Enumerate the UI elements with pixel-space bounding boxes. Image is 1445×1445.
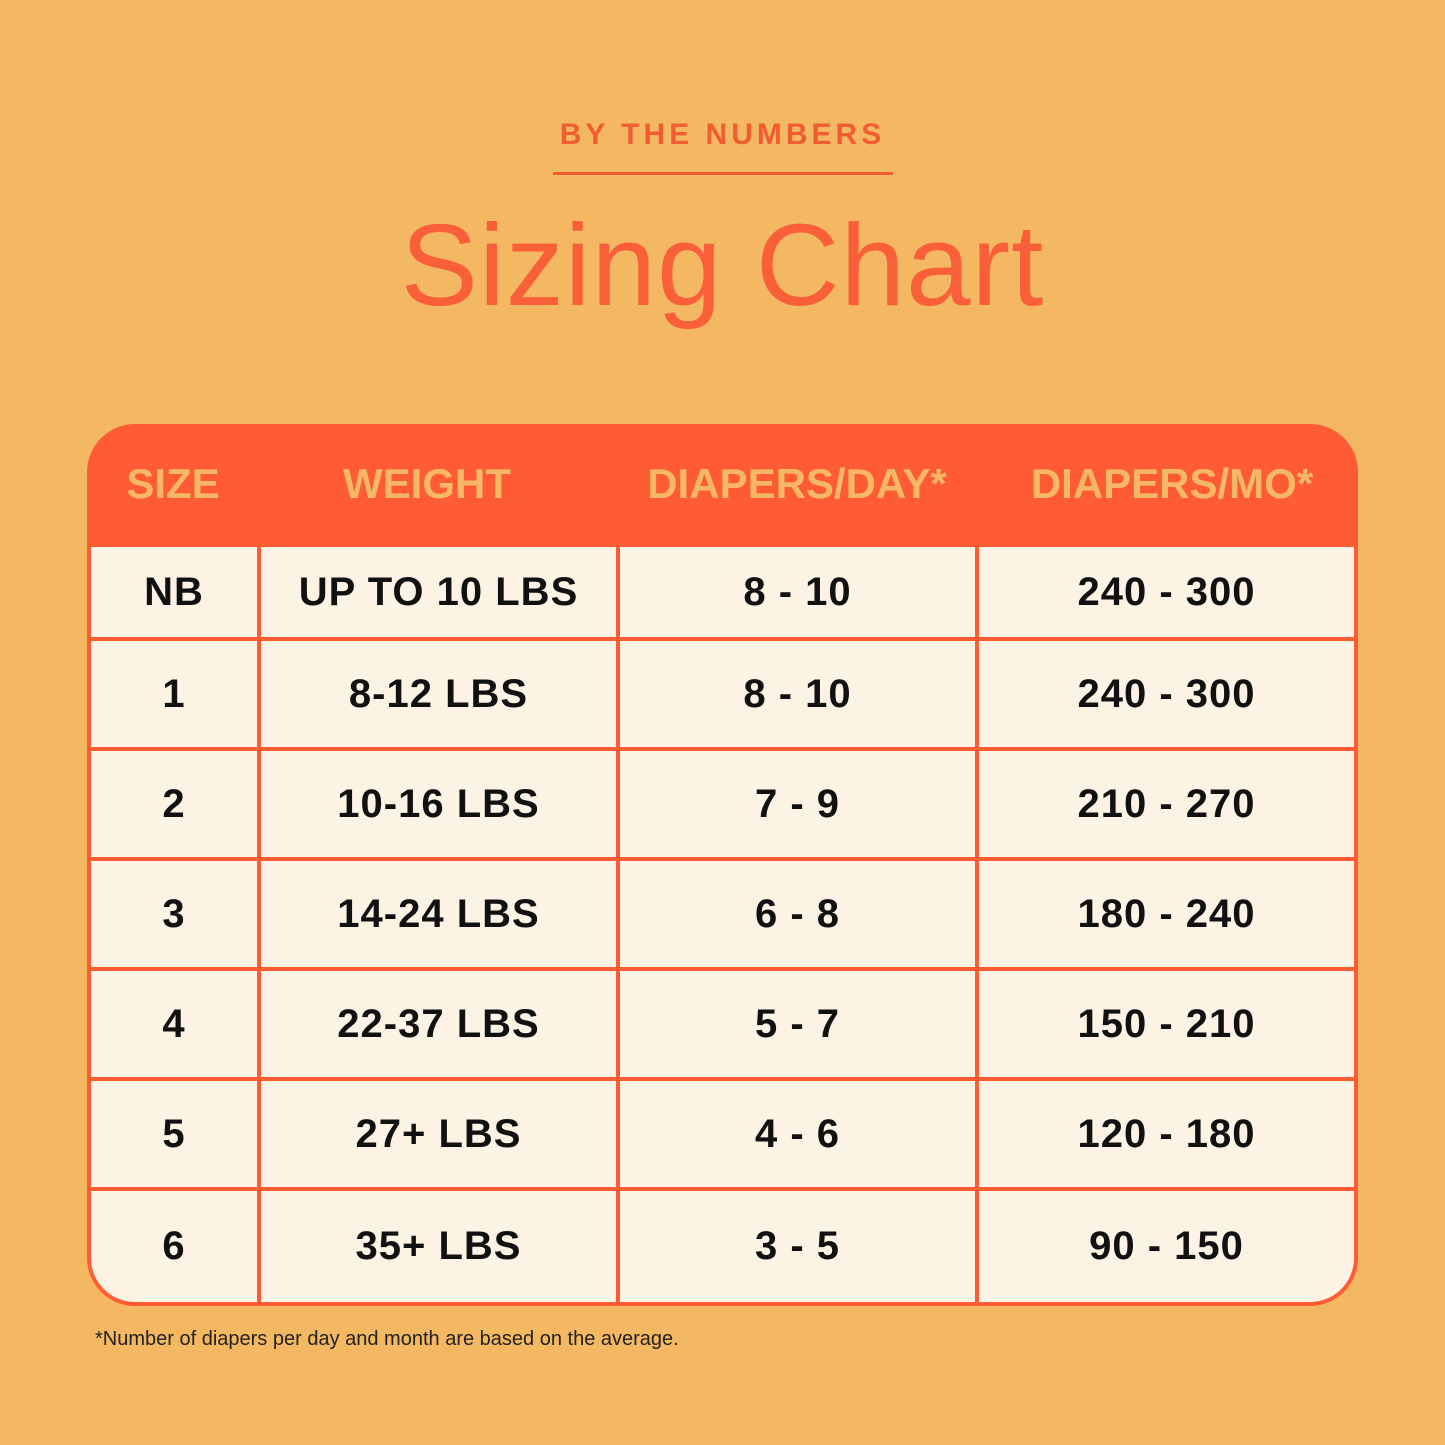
table-cell: 8 - 10: [620, 547, 975, 637]
table-cell: 6: [91, 1191, 257, 1302]
table-cell: UP TO 10 LBS: [261, 547, 616, 637]
table-cell: 90 - 150: [979, 1191, 1354, 1302]
table-header: SIZE WEIGHT DIAPERS/DAY* DIAPERS/MO*: [87, 424, 1358, 543]
table-cell: 180 - 240: [979, 861, 1354, 967]
eyebrow-underline: [553, 172, 893, 175]
eyebrow-label: BY THE NUMBERS: [559, 118, 886, 151]
table-cell: 240 - 300: [979, 641, 1354, 747]
table-cell: 7 - 9: [620, 751, 975, 857]
column-header: WEIGHT: [343, 460, 511, 507]
table-cell: 240 - 300: [979, 547, 1354, 637]
table-cell: 6 - 8: [620, 861, 975, 967]
column-header: SIZE: [126, 460, 220, 507]
table-cell: 1: [91, 641, 257, 747]
column-header: DIAPERS/MO*: [1030, 460, 1314, 507]
table-cell: 8-12 LBS: [261, 641, 616, 747]
table-cell: 120 - 180: [979, 1081, 1354, 1187]
table-cell: 3 - 5: [620, 1191, 975, 1302]
table-cell: 210 - 270: [979, 751, 1354, 857]
table-cell: 5: [91, 1081, 257, 1187]
table-cell: 10-16 LBS: [261, 751, 616, 857]
table-cell: 4: [91, 971, 257, 1077]
table-cell: 4 - 6: [620, 1081, 975, 1187]
table-cell: 150 - 210: [979, 971, 1354, 1077]
sizing-table: SIZE WEIGHT DIAPERS/DAY* DIAPERS/MO* NB UP T…: [87, 424, 1358, 1306]
table-cell: 14-24 LBS: [261, 861, 616, 967]
table-cell: 8 - 10: [620, 641, 975, 747]
page-title: Sizing Chart: [400, 200, 1045, 330]
column-header: DIAPERS/DAY*: [647, 460, 947, 507]
table-cell: 35+ LBS: [261, 1191, 616, 1302]
table-cell: 27+ LBS: [261, 1081, 616, 1187]
table-cell: 5 - 7: [620, 971, 975, 1077]
table-cell: NB: [91, 547, 257, 637]
table-cell: 22-37 LBS: [261, 971, 616, 1077]
footnote: *Number of diapers per day and month are…: [95, 1328, 679, 1350]
table-cell: 2: [91, 751, 257, 857]
table-cell: 3: [91, 861, 257, 967]
